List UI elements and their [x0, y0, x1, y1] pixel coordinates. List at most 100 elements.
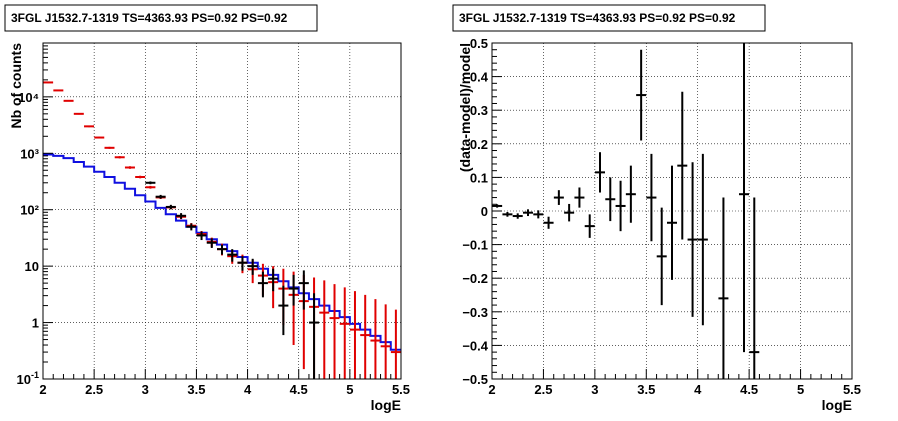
data-point	[390, 309, 401, 379]
data-point	[237, 256, 248, 271]
left-y-tick-label: 1	[32, 316, 39, 331]
residual-point	[667, 165, 677, 280]
data-point	[247, 258, 258, 275]
data-point	[206, 238, 217, 248]
data-point	[309, 293, 320, 379]
data-point	[73, 112, 84, 115]
data-point	[43, 81, 54, 84]
left-x-axis-label: logE	[371, 397, 401, 413]
right-y-tick-label: −0.5	[462, 372, 488, 387]
data-point	[370, 299, 381, 379]
right-x-tick-label: 5	[797, 382, 804, 397]
right-y-tick-label: −0.2	[462, 271, 488, 286]
left-x-tick-label: 2	[39, 382, 46, 397]
residual-point	[749, 197, 760, 379]
left-x-tick-label: 4.5	[290, 382, 308, 397]
data-point	[227, 249, 238, 262]
left-y-tick-label: 10²	[20, 203, 39, 218]
left-x-tick-label: 5	[346, 382, 353, 397]
residual-point	[543, 216, 554, 229]
residual-point	[718, 197, 729, 379]
residual-point	[595, 152, 605, 193]
data-point	[145, 185, 156, 189]
residual-point	[677, 91, 688, 240]
right-y-tick-label: 0.3	[470, 103, 488, 118]
residual-point	[564, 203, 575, 222]
residual-point	[523, 209, 533, 217]
right-x-tick-label: 2.5	[534, 382, 552, 397]
left-plot-area: 2 2.5 3 3.5 4 4.5 5 5.5 10-1 1 10 10² 10³ 10⁴	[17, 42, 410, 397]
data-point	[145, 181, 156, 185]
data-point	[360, 294, 371, 379]
residual-point	[512, 213, 523, 219]
data-point	[349, 291, 360, 379]
left-y-tick-label: 10³	[20, 146, 39, 161]
left-title: 3FGL J1532.7-1319 TS=4363.93 PS=0.92 PS=…	[11, 11, 288, 25]
data-point	[124, 166, 135, 169]
residual-point	[697, 153, 708, 326]
right-x-axis-label: logE	[822, 397, 852, 413]
right-y-tick-label: 0	[481, 204, 488, 219]
right-x-tick-label: 2	[488, 382, 495, 397]
left-x-tick-label: 2.5	[85, 382, 103, 397]
residual-point	[574, 187, 585, 208]
residual-point	[553, 190, 564, 205]
data-point	[94, 136, 105, 139]
left-x-tick-label: 4	[244, 382, 252, 397]
left-x-tick-label: 5.5	[392, 382, 410, 397]
residual-point	[687, 162, 698, 317]
right-x-tick-label: 3.5	[637, 382, 655, 397]
right-y-tick-label: 0.2	[470, 137, 488, 152]
right-y-tick-label: −0.3	[462, 305, 488, 320]
data-point	[278, 285, 289, 336]
data-point	[268, 268, 279, 292]
right-y-tick-label: 0.1	[470, 170, 488, 185]
data-point	[196, 231, 207, 241]
residual-point	[492, 204, 503, 208]
right-x-tick-label: 5.5	[843, 382, 861, 397]
residual-point	[646, 153, 657, 242]
right-y-axis-label: (data-model)/model	[457, 43, 473, 172]
data-point	[135, 175, 146, 179]
residual-point	[605, 177, 616, 222]
left-title-box	[4, 4, 318, 32]
residual-point	[656, 207, 667, 306]
data-point	[63, 99, 74, 102]
data-point	[257, 271, 268, 298]
right-plot-area: 2 2.5 3 3.5 4 4.5 5 5.5 −0.5 −0.4 −0.3 −0.2 −0.1 0 0.1…	[462, 36, 861, 397]
residual-point	[739, 43, 749, 353]
data-point	[84, 125, 95, 128]
left-y-tick-label: 10	[25, 259, 39, 274]
data-point	[339, 287, 350, 379]
left-y-tick-label: 10-1	[17, 370, 39, 387]
left-y-axis-label: Nb of counts	[8, 43, 24, 129]
data-point	[298, 270, 309, 310]
residual-point	[502, 212, 513, 217]
residual-point	[584, 214, 595, 238]
data-point	[380, 304, 391, 379]
left-x-tick-label: 3	[142, 382, 149, 397]
data-point	[176, 213, 187, 219]
right-title-box	[452, 4, 766, 32]
data-point	[319, 280, 330, 379]
data-point	[288, 274, 299, 306]
superscript: -1	[31, 370, 39, 380]
data-point	[217, 244, 227, 255]
residual-point	[636, 49, 647, 141]
left-plot-frame	[42, 42, 402, 380]
residual-point	[533, 210, 544, 219]
right-y-tick-label: 0.4	[470, 70, 489, 85]
data-point	[329, 284, 340, 379]
residual-point	[625, 165, 636, 223]
data-point	[114, 156, 125, 159]
left-y-tick-label: 10⁴	[18, 90, 39, 105]
data-point	[104, 146, 115, 149]
right-y-tick-label: −0.1	[462, 238, 488, 253]
data-point	[165, 204, 176, 210]
right-y-tick-label: −0.4	[462, 338, 488, 353]
data-point	[186, 223, 197, 231]
right-x-tick-label: 4.5	[740, 382, 758, 397]
data-point	[155, 194, 166, 199]
